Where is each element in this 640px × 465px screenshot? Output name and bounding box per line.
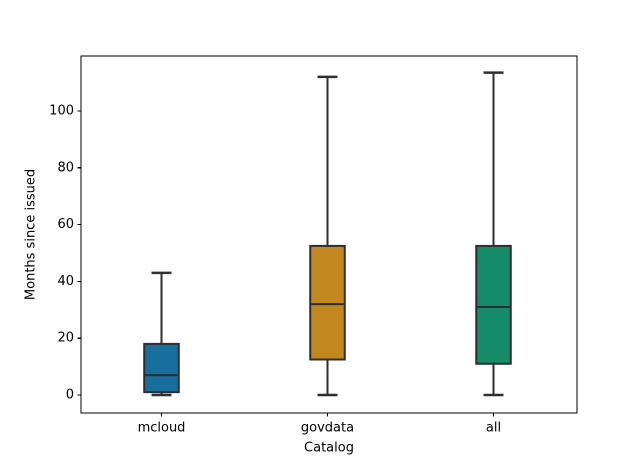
y-axis-tick-label: 80 [57,160,74,175]
x-axis-tick-label: mcloud [138,421,186,436]
x-axis-title: Catalog [304,441,354,456]
y-axis-tick-label: 40 [57,274,74,289]
box-mcloud [143,342,180,394]
y-axis-tick-label: 100 [49,104,74,119]
y-axis-tick-label: 60 [57,217,74,232]
y-axis-tick-label: 20 [57,331,74,346]
y-axis-tick-label: 0 [66,388,74,403]
box-govdata [309,244,346,361]
x-axis-tick-label: all [486,421,501,436]
y-axis-title: Months since issued [24,169,39,300]
x-axis-tick-label: govdata [301,421,354,436]
box-all [475,244,512,365]
plot-frame [80,55,578,414]
